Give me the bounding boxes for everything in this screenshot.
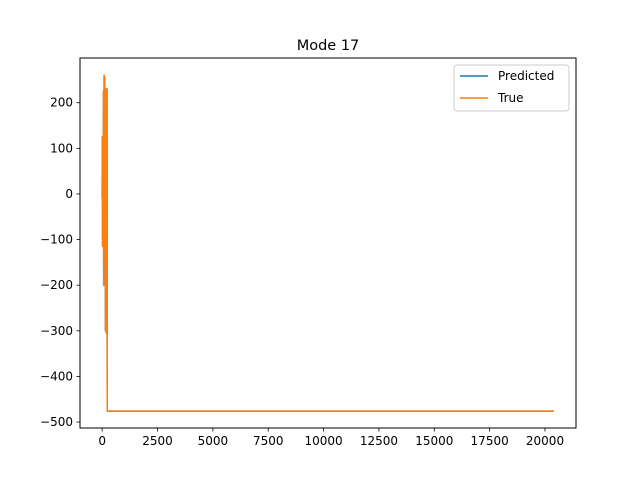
legend-label-true: True (497, 91, 524, 105)
y-tick-label: −400 (40, 369, 73, 383)
plot-frame (79, 57, 577, 429)
y-tick-label: 0 (65, 187, 73, 201)
x-tick-label: 5000 (198, 434, 229, 448)
chart-title: Mode 17 (297, 38, 360, 54)
series-layer (101, 74, 554, 412)
x-tick-label: 7500 (253, 434, 284, 448)
x-tick-label: 2500 (142, 434, 173, 448)
x-tick-label: 20000 (526, 434, 564, 448)
y-tick-label: −500 (40, 415, 73, 429)
x-tick-label: 17500 (471, 434, 509, 448)
x-tick-label: 10000 (304, 434, 342, 448)
y-axis: 200 100 0 −100 −200 −300 −400 −500 (40, 96, 80, 429)
legend-label-predicted: Predicted (498, 69, 554, 83)
y-tick-label: −300 (40, 324, 73, 338)
x-axis: 0 2500 5000 7500 10000 12500 15000 17500 20000 (98, 428, 564, 448)
x-tick-label: 15000 (415, 434, 453, 448)
y-tick-label: −200 (40, 278, 73, 292)
y-tick-label: 100 (50, 141, 73, 155)
legend: Predicted True (453, 64, 570, 112)
series-line-true (101, 74, 554, 412)
x-tick-label: 0 (98, 434, 106, 448)
y-tick-label: 200 (50, 96, 73, 110)
y-tick-label: −100 (40, 233, 73, 247)
x-tick-label: 12500 (360, 434, 398, 448)
